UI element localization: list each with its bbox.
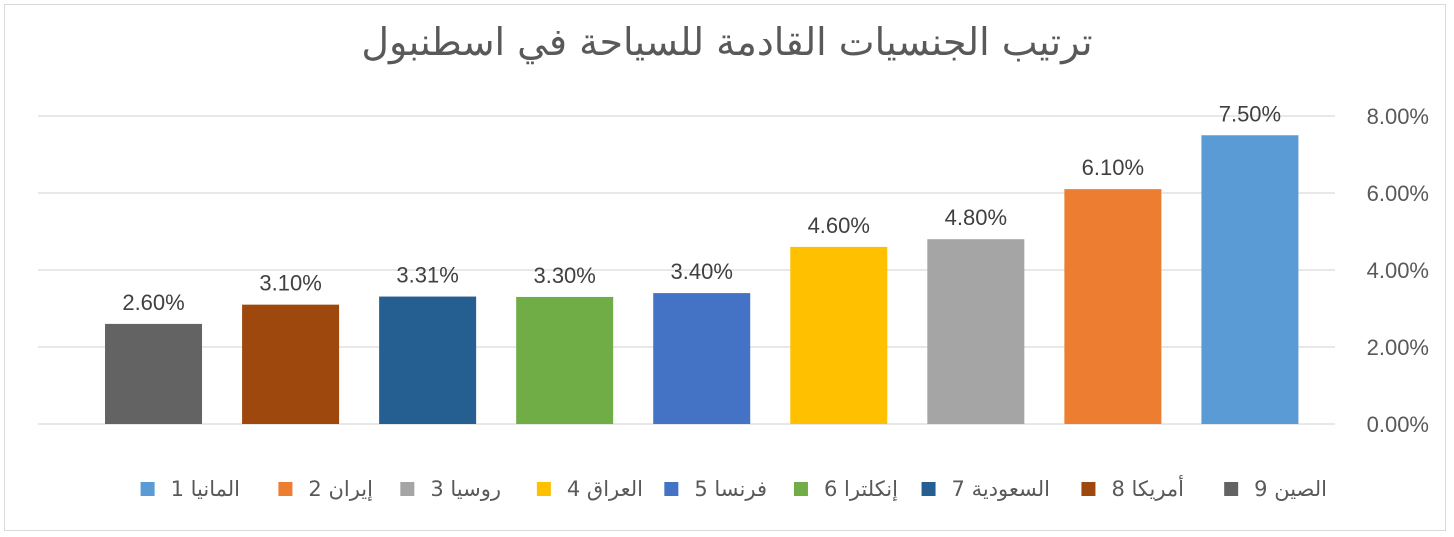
legend-label: 5 فرنسا bbox=[694, 477, 767, 501]
data-label: 3.31% bbox=[396, 263, 458, 288]
legend-swatch bbox=[921, 482, 936, 496]
y-tick-label: 6.00% bbox=[1367, 181, 1429, 206]
legend-swatch bbox=[1224, 482, 1239, 496]
data-label: 3.40% bbox=[671, 259, 733, 284]
legend-label: 2 إيران bbox=[308, 477, 373, 502]
bars bbox=[105, 135, 1299, 424]
data-label: 4.80% bbox=[945, 205, 1007, 230]
bar bbox=[1064, 189, 1162, 424]
legend-label: 1 المانيا bbox=[171, 477, 240, 501]
legend-swatch bbox=[1081, 482, 1096, 496]
data-label: 6.10% bbox=[1082, 155, 1144, 180]
data-labels: 2.60% 3.10% 3.31% 3.30% 3.40% 4.60% 4.80% 6.10%… bbox=[122, 101, 1281, 315]
legend-swatch bbox=[400, 482, 415, 496]
data-label: 2.60% bbox=[122, 290, 184, 315]
legend-label: 3 روسيا bbox=[430, 477, 501, 501]
bar bbox=[379, 296, 477, 424]
legend-label: 6 إنكلترا bbox=[824, 477, 898, 502]
legend-label: 7 السعودية bbox=[952, 477, 1050, 501]
data-label: 7.50% bbox=[1219, 101, 1281, 126]
y-tick-label: 4.00% bbox=[1367, 258, 1429, 283]
legend-label: 9 الصين bbox=[1254, 477, 1327, 501]
data-label: 3.10% bbox=[259, 271, 321, 296]
legend-swatch bbox=[536, 482, 551, 496]
bar bbox=[927, 239, 1025, 424]
legend-label: 4 العراق bbox=[567, 477, 643, 501]
data-label: 3.30% bbox=[533, 263, 595, 288]
y-tick-label: 8.00% bbox=[1367, 104, 1429, 129]
legend-label: 8 أمريكا bbox=[1111, 475, 1184, 501]
legend: 1 المانيا 2 إيران 3 روسيا 4 العراق 5 فرنسا 6 … bbox=[140, 475, 1327, 502]
bar bbox=[105, 323, 203, 424]
bar bbox=[242, 304, 340, 424]
y-tick-label: 2.00% bbox=[1367, 335, 1429, 360]
legend-swatch bbox=[140, 482, 155, 496]
y-axis-tick-labels: 0.00% 2.00% 4.00% 6.00% 8.00% bbox=[1367, 104, 1429, 437]
bar bbox=[516, 296, 614, 424]
chart-title: ترتيب الجنسيات القادمة للسياحة في اسطنبو… bbox=[361, 20, 1093, 64]
legend-swatch bbox=[793, 482, 808, 496]
legend-swatch bbox=[664, 482, 679, 496]
bar bbox=[1201, 135, 1299, 424]
bar bbox=[653, 293, 751, 424]
y-tick-label: 0.00% bbox=[1367, 412, 1429, 437]
bar bbox=[790, 246, 888, 424]
legend-swatch bbox=[278, 482, 293, 496]
data-label: 4.60% bbox=[808, 213, 870, 238]
